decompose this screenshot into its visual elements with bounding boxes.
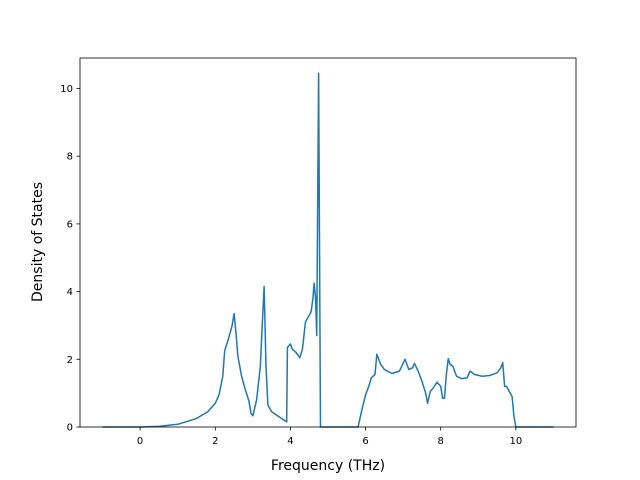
y-tick-label: 6 bbox=[67, 219, 73, 230]
dos-series-line bbox=[102, 72, 554, 428]
y-tick-label: 4 bbox=[67, 287, 73, 298]
y-tick-label: 10 bbox=[60, 84, 73, 95]
x-tick-label: 2 bbox=[212, 436, 218, 447]
axes-frame bbox=[79, 57, 577, 428]
axis-ticks: 0 2 4 6 8 10 0 2 4 6 8 10 bbox=[60, 84, 522, 447]
x-tick-label: 0 bbox=[137, 436, 143, 447]
plot-area bbox=[79, 57, 577, 428]
x-tick-label: 10 bbox=[510, 436, 523, 447]
x-tick-label: 6 bbox=[362, 436, 368, 447]
y-tick-label: 2 bbox=[67, 355, 73, 366]
y-tick-label: 8 bbox=[67, 152, 73, 163]
x-tick-label: 8 bbox=[438, 436, 444, 447]
y-axis-label: Density of States bbox=[30, 182, 46, 302]
x-axis-label: Frequency (THz) bbox=[271, 458, 385, 474]
x-tick-label: 4 bbox=[287, 436, 293, 447]
y-tick-label: 0 bbox=[67, 423, 73, 434]
